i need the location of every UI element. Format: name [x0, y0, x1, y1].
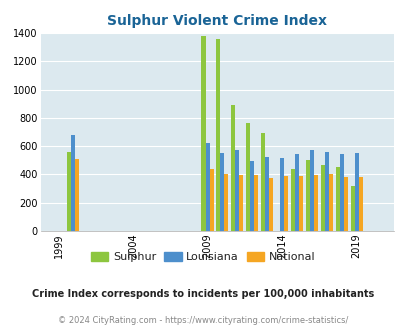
- Bar: [216, 39, 220, 231]
- Bar: [328, 175, 332, 231]
- Bar: [239, 175, 243, 231]
- Text: © 2024 CityRating.com - https://www.cityrating.com/crime-statistics/: © 2024 CityRating.com - https://www.city…: [58, 316, 347, 325]
- Bar: [231, 105, 235, 231]
- Bar: [75, 159, 79, 231]
- Bar: [269, 178, 273, 231]
- Bar: [224, 174, 228, 231]
- Bar: [67, 152, 71, 231]
- Bar: [320, 165, 324, 231]
- Bar: [335, 167, 339, 231]
- Bar: [343, 177, 347, 231]
- Bar: [309, 150, 313, 231]
- Bar: [249, 161, 254, 231]
- Bar: [313, 175, 317, 231]
- Bar: [339, 154, 343, 231]
- Bar: [298, 176, 302, 231]
- Bar: [294, 154, 298, 231]
- Text: Crime Index corresponds to incidents per 100,000 inhabitants: Crime Index corresponds to incidents per…: [32, 289, 373, 299]
- Bar: [284, 176, 288, 231]
- Bar: [260, 133, 264, 231]
- Bar: [71, 135, 75, 231]
- Legend: Sulphur, Louisiana, National: Sulphur, Louisiana, National: [86, 248, 319, 267]
- Bar: [209, 170, 213, 231]
- Bar: [279, 158, 284, 231]
- Bar: [350, 186, 354, 231]
- Bar: [205, 143, 209, 231]
- Bar: [235, 150, 239, 231]
- Bar: [220, 152, 224, 231]
- Bar: [245, 123, 249, 231]
- Bar: [358, 177, 362, 231]
- Bar: [254, 175, 258, 231]
- Bar: [264, 157, 269, 231]
- Title: Sulphur Violent Crime Index: Sulphur Violent Crime Index: [107, 14, 326, 28]
- Bar: [290, 169, 294, 231]
- Bar: [305, 160, 309, 231]
- Bar: [354, 152, 358, 231]
- Bar: [324, 152, 328, 231]
- Bar: [201, 36, 205, 231]
